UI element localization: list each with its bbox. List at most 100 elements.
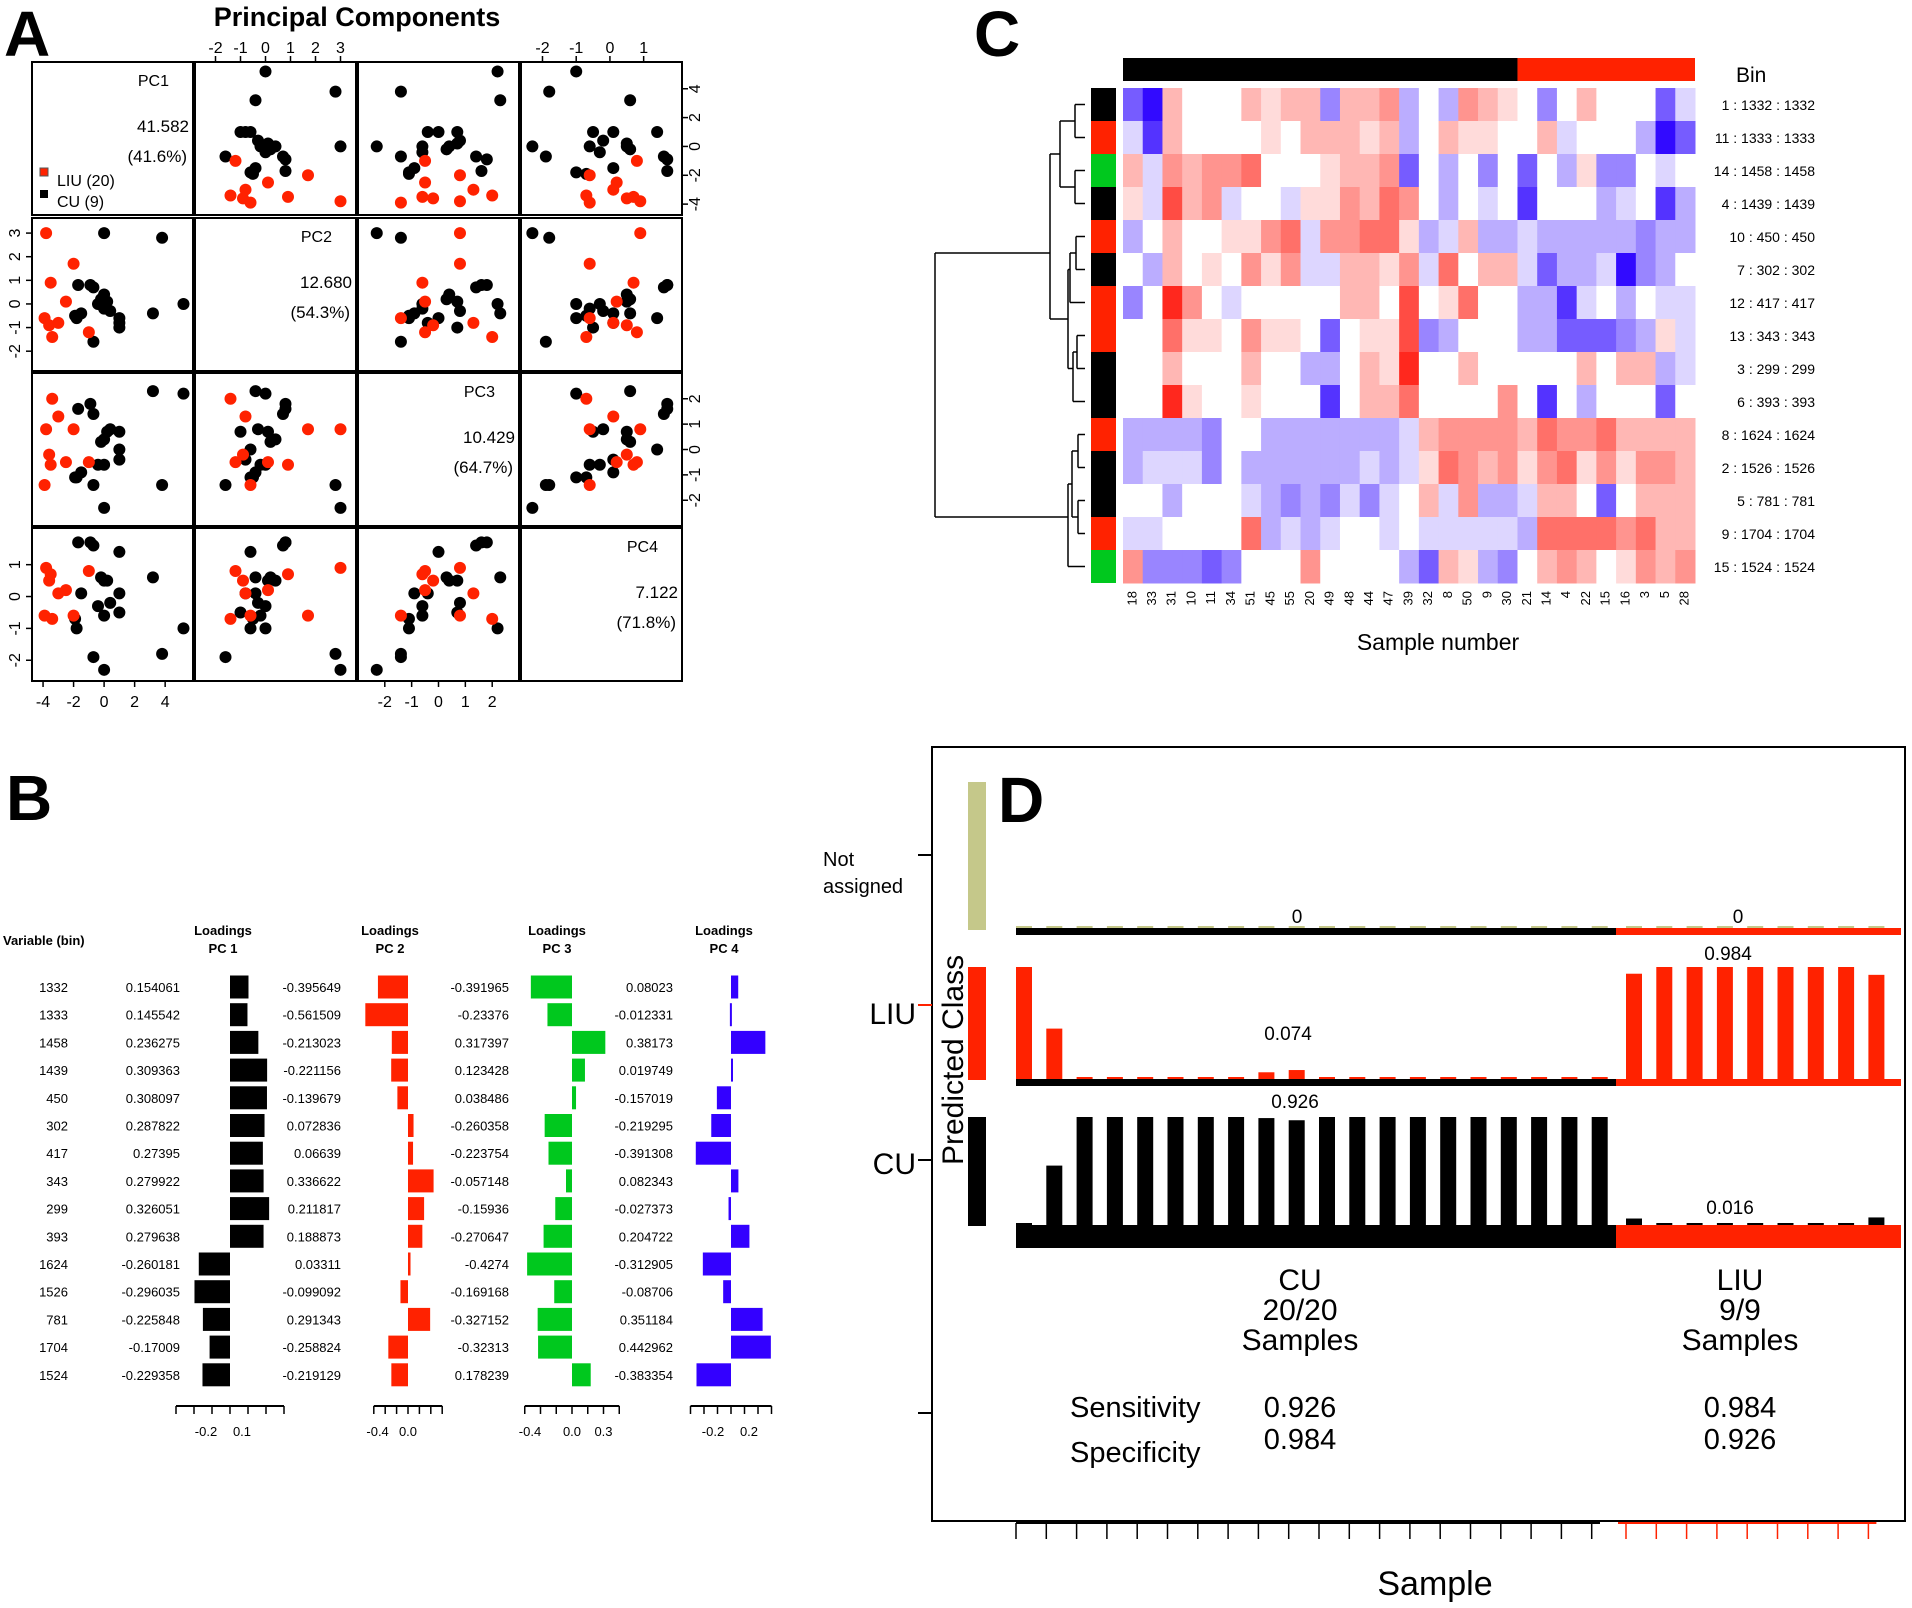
heatmap-cell — [1399, 418, 1420, 452]
data-point-liu — [334, 561, 347, 574]
heatmap-cell — [1537, 88, 1558, 122]
heatmap-cell — [1142, 286, 1163, 320]
data-point-liu — [52, 316, 65, 329]
sample-label: 20 — [1302, 591, 1317, 605]
loading-bar — [408, 1114, 414, 1137]
component-eigenvalue: 10.429 — [463, 428, 515, 447]
heatmap-cell — [1616, 352, 1637, 386]
heatmap-cell — [1379, 187, 1400, 221]
component-name: PC4 — [627, 539, 658, 556]
loading-value: -0.219295 — [614, 1119, 673, 1134]
heatmap-cell — [1596, 286, 1617, 320]
data-point-cu — [262, 425, 274, 438]
legend-label-cu: CU (9) — [57, 194, 104, 211]
heatmap-cell — [1399, 484, 1420, 518]
data-point-cu — [279, 397, 292, 410]
heatmap-cell — [1320, 517, 1341, 551]
heatmap-cell — [1201, 220, 1223, 254]
row-color-bar — [1091, 352, 1116, 385]
heatmap-cell — [1596, 352, 1617, 386]
heatmap-cell — [1300, 418, 1321, 452]
data-point-cu — [219, 651, 232, 664]
heatmap-cell — [1655, 451, 1676, 485]
heatmap-cell — [1478, 319, 1499, 353]
data-point-cu — [92, 600, 104, 613]
data-point-liu — [467, 183, 480, 196]
probability-bar — [1137, 1077, 1154, 1079]
data-point-cu — [259, 622, 272, 635]
probability-bar — [1470, 1117, 1487, 1225]
row-label: 15 : 1524 : 1524 — [1714, 559, 1815, 575]
row-label: 2 : 1526 : 1526 — [1722, 460, 1816, 476]
probability-bar — [1561, 1117, 1578, 1225]
sample-label: 49 — [1322, 591, 1337, 605]
annotation-not-assigned-cu: 0 — [1292, 907, 1303, 928]
data-point-liu — [82, 326, 95, 339]
component-eigenvalue: 7.122 — [635, 583, 678, 602]
data-point-cu — [75, 307, 88, 320]
heatmap-cell — [1320, 121, 1341, 155]
data-point-liu — [630, 326, 643, 339]
heatmap-cell — [1280, 418, 1302, 452]
loading-bar — [731, 1307, 763, 1331]
data-point-cu — [249, 385, 262, 398]
heatmap-cell — [1201, 517, 1223, 551]
matrix-cell — [31, 217, 194, 372]
heatmap-cell — [1517, 286, 1538, 320]
heatmap-cell — [1320, 220, 1341, 254]
heatmap-cell — [1280, 187, 1302, 221]
heatmap-cell — [1556, 187, 1578, 221]
loading-bar — [202, 1363, 230, 1387]
heatmap-cell — [1517, 88, 1538, 122]
heatmap-cell — [1320, 418, 1341, 452]
heatmap-cell — [1123, 220, 1144, 254]
heatmap-cell — [1596, 319, 1617, 353]
data-point-liu — [262, 584, 274, 597]
data-point-cu — [408, 587, 421, 600]
heatmap-cell — [1438, 451, 1459, 485]
loading-value: -0.327152 — [450, 1312, 509, 1327]
axis-tick-label: -1 — [405, 694, 419, 711]
loading-value: -0.312905 — [614, 1257, 673, 1272]
probability-bar — [1656, 926, 1673, 928]
sample-label: 21 — [1519, 591, 1534, 605]
data-point-cu — [416, 600, 429, 613]
probability-bar — [1379, 1117, 1396, 1225]
data-point-cu — [661, 397, 674, 410]
data-point-cu — [72, 402, 85, 415]
heatmap-cell — [1142, 187, 1163, 221]
heatmap-cell — [1280, 385, 1302, 419]
heatmap-cell — [1675, 550, 1696, 584]
heatmap-cell — [1201, 121, 1223, 155]
heatmap-cell — [1497, 253, 1518, 287]
variable-bin-label: 417 — [46, 1146, 68, 1161]
heatmap-cell — [1221, 385, 1242, 419]
loading-bar — [391, 1058, 408, 1082]
heatmap-cell — [1478, 286, 1499, 320]
data-point-liu — [580, 331, 593, 344]
axis-tick-label: 1 — [7, 276, 24, 285]
probability-bar — [1440, 1117, 1457, 1225]
heatmap-cell — [1635, 418, 1657, 452]
heatmap-cell — [1339, 88, 1361, 122]
matrix-cell — [31, 61, 194, 216]
loading-bar — [731, 1169, 739, 1193]
heatmap-cell — [1438, 253, 1459, 287]
variable-bin-label: 299 — [46, 1202, 68, 1217]
data-point-liu — [43, 448, 56, 461]
sample-label: 18 — [1124, 591, 1139, 605]
sample-label: 32 — [1420, 591, 1435, 605]
heatmap-cell — [1300, 550, 1321, 584]
axis-tick-label: -2 — [687, 493, 704, 507]
heatmap-cell — [1635, 121, 1657, 155]
data-point-liu — [40, 227, 53, 240]
data-point-liu — [46, 612, 59, 625]
heatmap-cell — [1616, 550, 1637, 584]
data-point-liu — [583, 169, 596, 182]
heatmap-cell — [1182, 385, 1203, 419]
data-point-liu — [224, 189, 237, 202]
heatmap-cell — [1399, 451, 1420, 485]
axis-tick-label: 2 — [130, 694, 139, 711]
data-point-cu — [624, 435, 637, 448]
heatmap-cell — [1241, 187, 1262, 221]
